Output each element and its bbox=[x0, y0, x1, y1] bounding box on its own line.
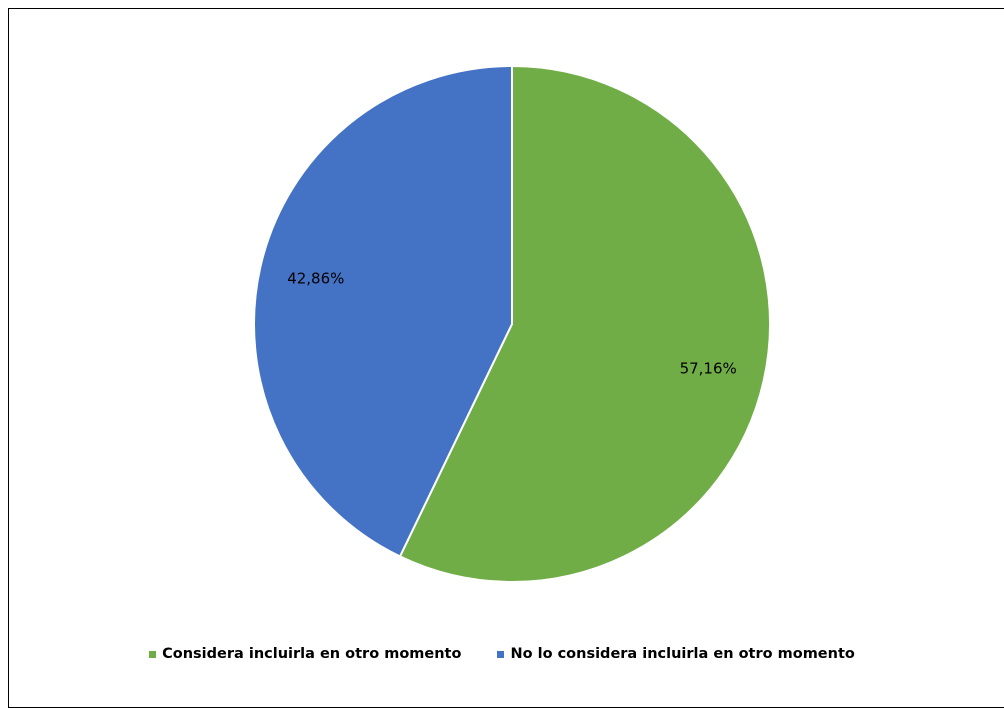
legend-swatch-green bbox=[149, 650, 157, 658]
legend-swatch-blue bbox=[497, 650, 505, 658]
data-label-1: 42,86% bbox=[287, 270, 344, 288]
data-labels: 57,16% 42,86% bbox=[287, 270, 737, 378]
legend-item-no-considera: No lo considera incluirla en otro moment… bbox=[497, 646, 855, 662]
legend-label-considera: Considera incluirla en otro momento bbox=[162, 646, 462, 662]
pie-slice-0 bbox=[398, 64, 771, 583]
legend: Considera incluirla en otro momento No l… bbox=[0, 646, 1004, 662]
pie-slices bbox=[253, 64, 771, 583]
pie-chart: 57,16% 42,86% bbox=[253, 64, 771, 583]
pie-slice-1 bbox=[253, 64, 513, 558]
legend-label-no-considera: No lo considera incluirla en otro moment… bbox=[510, 646, 855, 662]
data-label-0: 57,16% bbox=[680, 359, 737, 377]
legend-item-considera: Considera incluirla en otro momento bbox=[149, 646, 461, 662]
